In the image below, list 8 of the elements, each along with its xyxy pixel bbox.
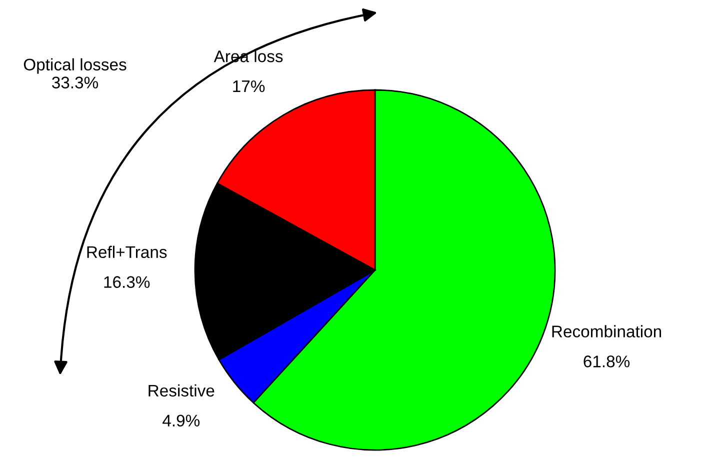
text: Optical losses 33.3%: [24, 58, 126, 88]
data-label: 4.9%: [162, 414, 200, 427]
data-label: 61.8%: [584, 356, 630, 368]
data-label: 17%: [233, 80, 265, 92]
slice-label: Resistive: [148, 384, 214, 397]
data-label: 16.3%: [104, 276, 150, 288]
slice-label: Recombination: [552, 325, 662, 338]
slice-label: Refl+Trans: [87, 246, 167, 258]
